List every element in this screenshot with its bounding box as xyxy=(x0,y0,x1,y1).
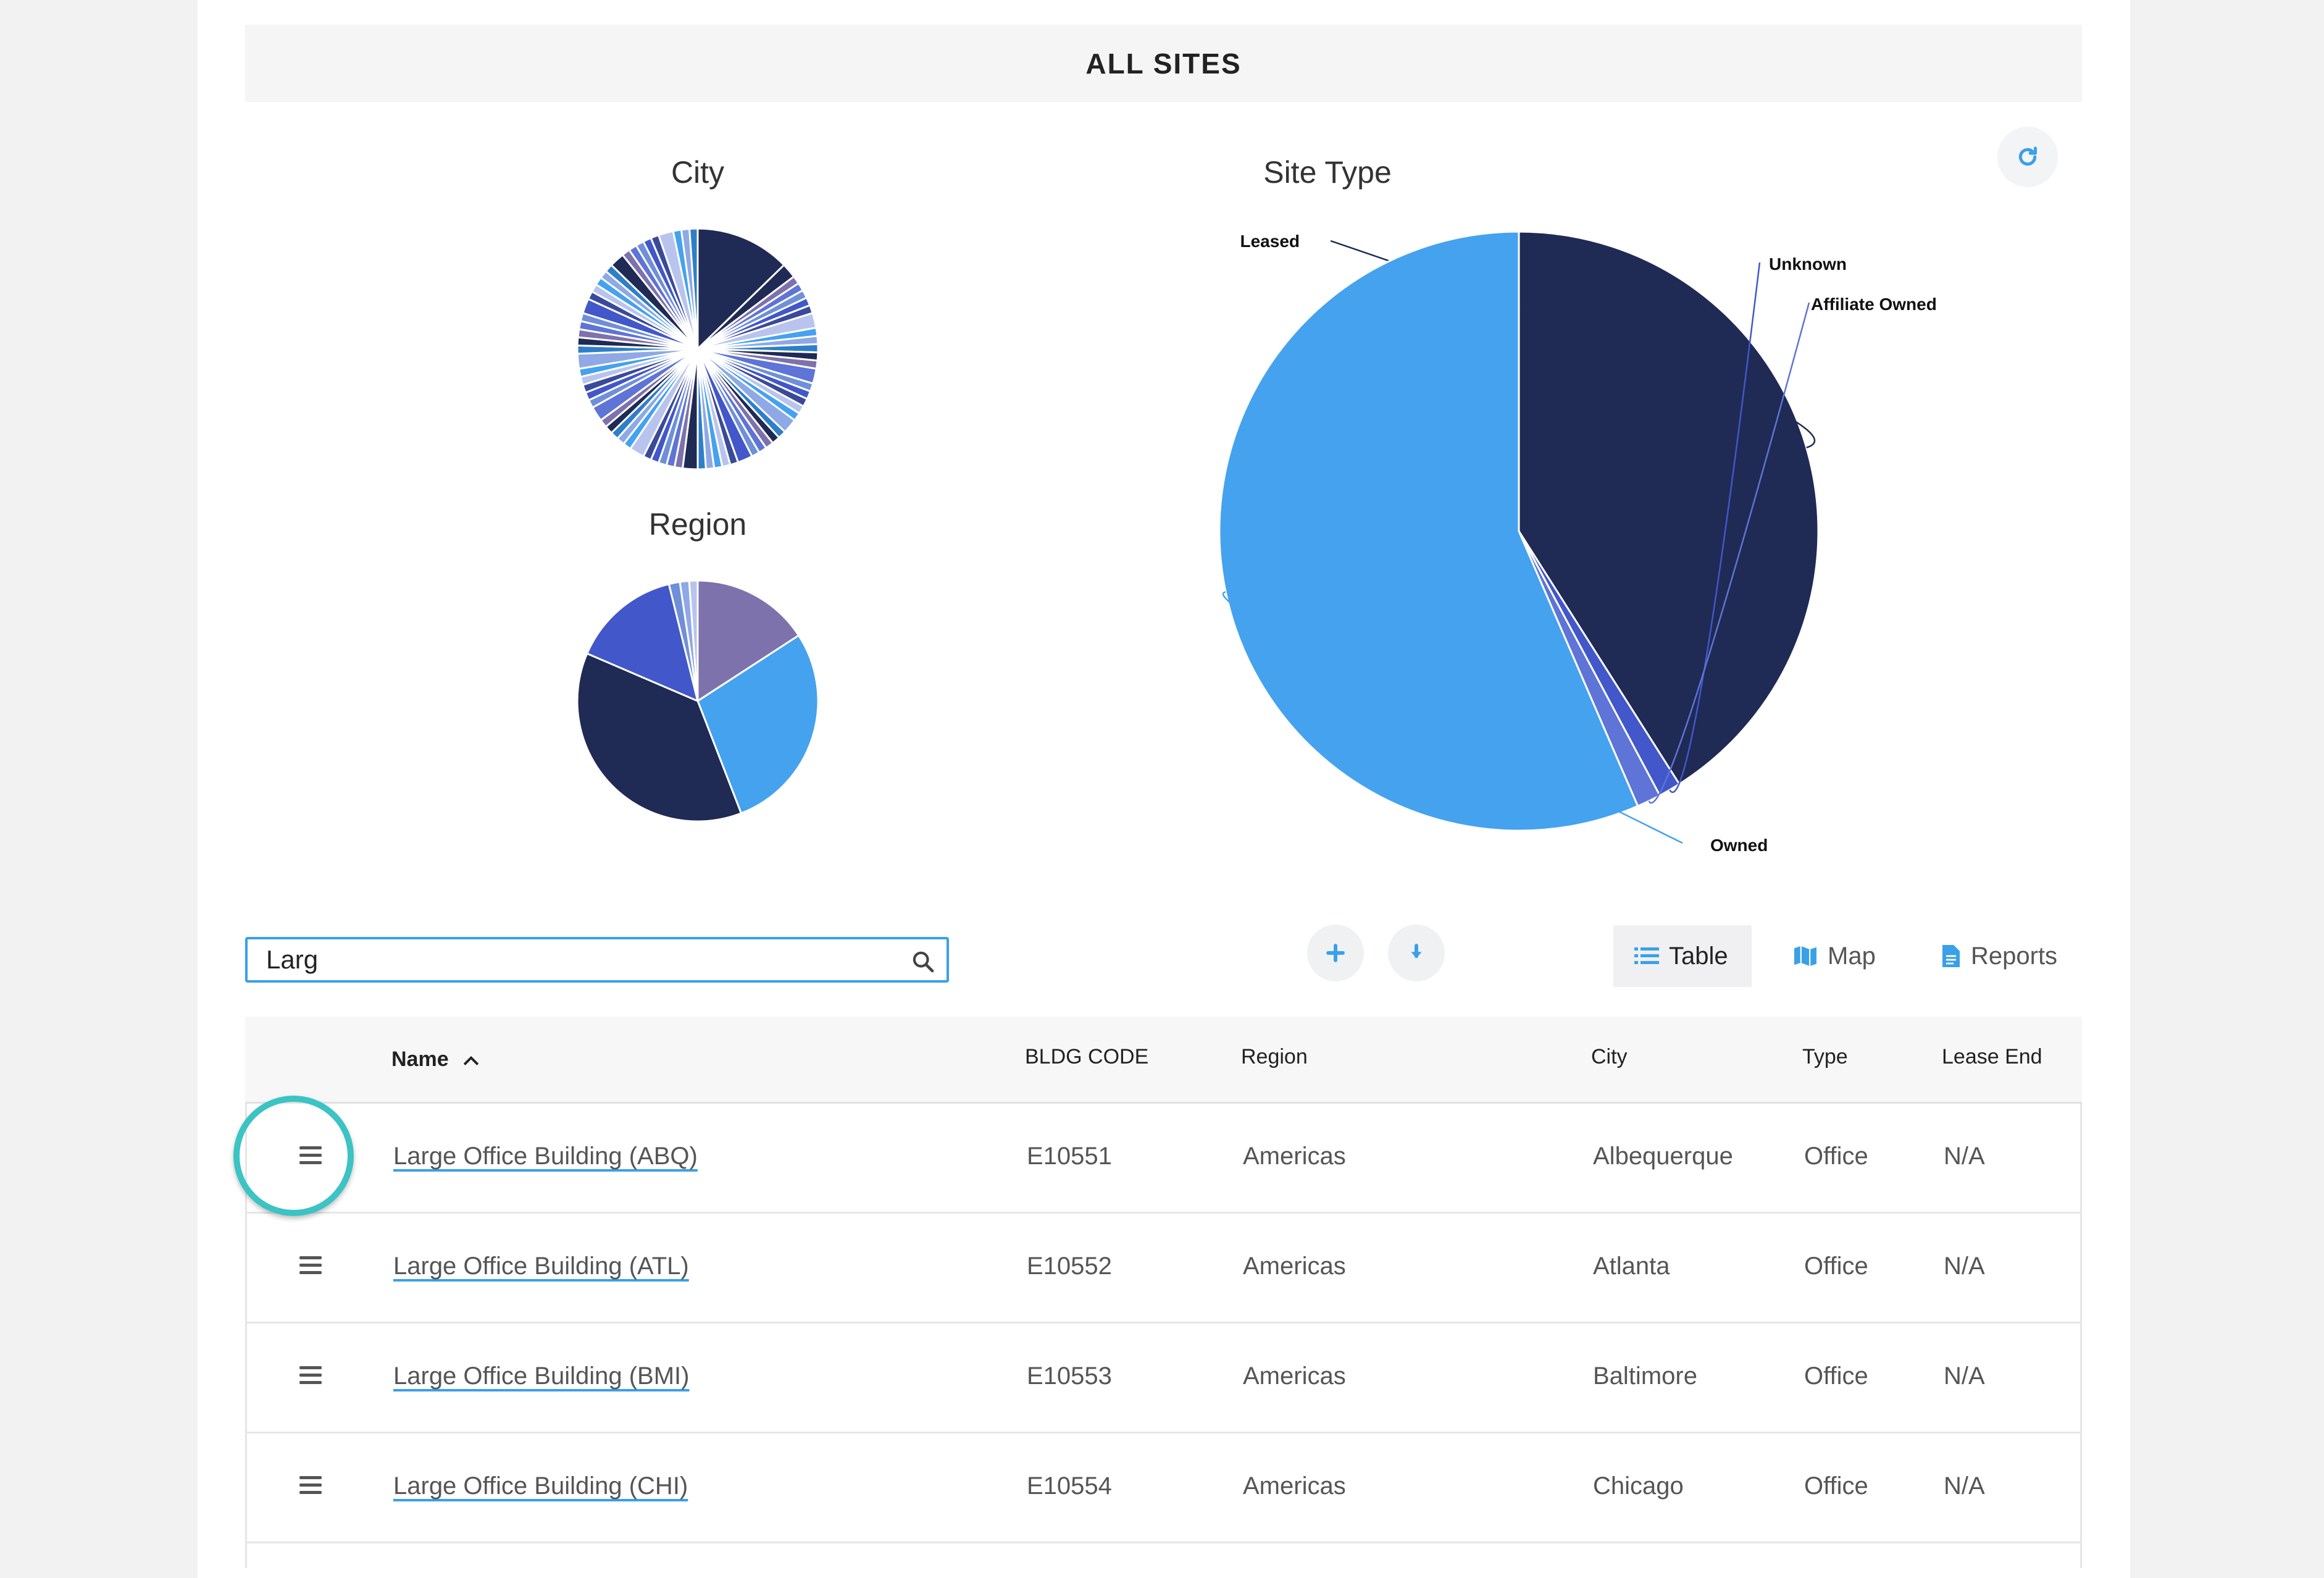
region-cell: Americas xyxy=(1243,1143,1346,1170)
region-pie-chart[interactable] xyxy=(574,577,821,825)
column-header-region[interactable]: Region xyxy=(1241,1045,1308,1068)
type-cell: Office xyxy=(1804,1362,1868,1390)
pie-slice[interactable] xyxy=(688,227,699,350)
reports-view-label: Reports xyxy=(1971,942,2058,970)
city-cell: Chicago xyxy=(1593,1472,1684,1500)
column-header-code[interactable]: BLDG CODE xyxy=(1025,1045,1149,1068)
lease-end-cell: N/A xyxy=(1944,1253,1985,1280)
region-chart-title: Region xyxy=(648,507,747,542)
lease-end-cell: N/A xyxy=(1944,1143,1985,1170)
column-header-city[interactable]: City xyxy=(1591,1045,1628,1068)
document-icon xyxy=(1942,945,1960,967)
city-pie-chart[interactable] xyxy=(574,225,821,472)
map-view-label: Map xyxy=(1828,942,1876,970)
pie-connector xyxy=(1648,302,1810,804)
pie-slice[interactable] xyxy=(688,579,699,702)
download-icon xyxy=(1411,944,1422,959)
pie-slice[interactable] xyxy=(696,579,800,703)
table-view-label: Table xyxy=(1669,942,1728,970)
site-name-link[interactable]: Large Office Building (CHI) xyxy=(393,1472,688,1500)
site-name-link[interactable]: Large Office Building (ATL) xyxy=(393,1253,689,1280)
search-icon[interactable] xyxy=(911,949,935,974)
type-cell: Office xyxy=(1804,1253,1868,1280)
pie-connector xyxy=(1222,591,1683,844)
map-icon xyxy=(1794,946,1816,967)
refresh-icon xyxy=(2018,146,2037,166)
add-site-button[interactable] xyxy=(1307,925,1364,981)
bldg-code-cell: E10553 xyxy=(1027,1362,1112,1390)
pie-slice-leased[interactable] xyxy=(1518,230,1820,786)
column-header-lease-end[interactable]: Lease End xyxy=(1942,1045,2042,1068)
row-menu-icon[interactable] xyxy=(299,1366,322,1385)
city-cell: Baltimore xyxy=(1593,1362,1697,1390)
sort-ascending-icon xyxy=(463,1055,479,1065)
city-chart-title: City xyxy=(671,155,725,190)
refresh-button[interactable] xyxy=(1997,127,2058,187)
table-row xyxy=(245,1543,2082,1568)
column-header-type[interactable]: Type xyxy=(1802,1045,1848,1068)
highlight-ring xyxy=(233,1096,354,1216)
table-row[interactable]: Large Office Building (ABQ) E10551 Ameri… xyxy=(233,1096,2082,1216)
pie-slice-label: Leased xyxy=(1240,232,1300,251)
city-cell: Atlanta xyxy=(1593,1253,1670,1280)
search-box[interactable] xyxy=(245,937,949,983)
table-row[interactable]: Large Office Building (CHI) E10554 Ameri… xyxy=(245,1433,2082,1543)
search-input[interactable] xyxy=(265,944,885,975)
pie-slice-label: Owned xyxy=(1710,836,1768,855)
list-icon xyxy=(1634,947,1659,964)
bldg-code-cell: E10551 xyxy=(1027,1143,1112,1170)
row-menu-icon[interactable] xyxy=(299,1256,322,1275)
map-view-button[interactable]: Map xyxy=(1772,925,1908,987)
plus-icon xyxy=(1326,944,1345,962)
table-header: Name BLDG CODE Region City Type Lease En… xyxy=(245,1017,2082,1104)
type-cell: Office xyxy=(1804,1143,1868,1170)
type-cell: Office xyxy=(1804,1472,1868,1500)
reports-view-button[interactable]: Reports xyxy=(1920,925,2093,987)
site-name-link[interactable]: Large Office Building (ABQ) xyxy=(393,1143,698,1170)
region-cell: Americas xyxy=(1243,1253,1346,1280)
pie-slice-label: Unknown xyxy=(1769,254,1847,274)
table-row[interactable]: Large Office Building (ATL) E10552 Ameri… xyxy=(245,1214,2082,1324)
lease-end-cell: N/A xyxy=(1944,1362,1985,1390)
region-cell: Americas xyxy=(1243,1472,1346,1500)
site-type-chart-title: Site Type xyxy=(1263,155,1392,190)
pie-slice-owned[interactable] xyxy=(1218,230,1639,832)
column-header-name[interactable]: Name xyxy=(391,1047,479,1072)
site-type-pie-chart[interactable]: Leased Unknown Affiliate Owned Owned xyxy=(1019,185,1945,877)
city-cell: Albequerque xyxy=(1593,1143,1733,1170)
table-row[interactable]: Large Office Building (BMI) E10553 Ameri… xyxy=(245,1324,2082,1433)
pie-slice[interactable] xyxy=(576,652,743,823)
bldg-code-cell: E10554 xyxy=(1027,1472,1112,1500)
table-view-button[interactable]: Table xyxy=(1613,925,1752,987)
download-button[interactable] xyxy=(1388,925,1445,981)
page-title: ALL SITES xyxy=(245,25,2082,102)
region-cell: Americas xyxy=(1243,1362,1346,1390)
pie-slice-label: Affiliate Owned xyxy=(1811,295,1937,314)
bldg-code-cell: E10552 xyxy=(1027,1253,1112,1280)
pie-connector xyxy=(1669,262,1761,793)
lease-end-cell: N/A xyxy=(1944,1472,1985,1500)
column-header-name-label: Name xyxy=(391,1047,449,1071)
site-name-link[interactable]: Large Office Building (BMI) xyxy=(393,1362,690,1390)
sites-table: Name BLDG CODE Region City Type Lease En… xyxy=(233,1017,2082,1568)
pie-slice[interactable] xyxy=(585,582,700,703)
pie-slice[interactable] xyxy=(696,227,785,351)
page: ALL SITES City Region Site Type Leased Un… xyxy=(198,0,2130,1578)
row-menu-icon[interactable] xyxy=(299,1476,322,1495)
pie-slice[interactable] xyxy=(696,634,819,815)
